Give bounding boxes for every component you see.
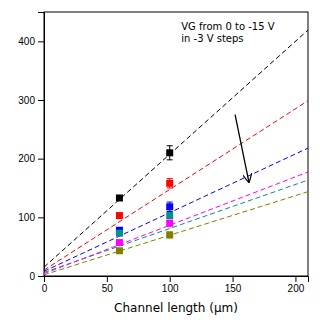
- y-tick: 400: [18, 36, 44, 47]
- y-tick-line: [38, 276, 44, 277]
- y-tick: 100: [18, 212, 44, 223]
- x-axis-title: Channel length (μm): [114, 301, 238, 315]
- point: [166, 212, 173, 219]
- y-tick-line: [38, 217, 44, 218]
- y-tick-label: 400: [18, 36, 35, 47]
- x-tick-line: [170, 276, 171, 282]
- x-tick-label: 0: [42, 283, 48, 294]
- y-tick: 300: [18, 95, 44, 106]
- x-tick-line: [295, 276, 296, 282]
- y-axis: 0 100 200 300 400: [18, 13, 44, 282]
- fit-line: [44, 172, 308, 274]
- y-tick-label: 200: [18, 153, 35, 164]
- error-bar: [167, 202, 173, 211]
- annotation: VG from 0 to -15 V: [181, 21, 274, 32]
- x-tick: 150: [225, 276, 242, 294]
- y-tick: 200: [18, 153, 44, 164]
- point: [116, 194, 123, 201]
- x-axis: 0 50 100 150 200: [42, 276, 309, 294]
- error-bar: [167, 232, 173, 238]
- error-bar: [167, 146, 173, 160]
- y-tick-label: 300: [18, 95, 35, 106]
- chart: 0 50 100 150 200 0 100 200 300 400 VG from 0 to -1…: [0, 0, 320, 320]
- point: [166, 203, 173, 210]
- point: [116, 230, 123, 237]
- error-bar: [167, 220, 173, 226]
- y-tick-line: [38, 41, 44, 42]
- annotation: in -3 V steps: [181, 33, 243, 44]
- fit-line: [44, 192, 308, 275]
- error-bar-cap: [167, 178, 173, 179]
- arrow: [235, 115, 249, 182]
- point: [166, 231, 173, 238]
- x-tick-label: 200: [288, 283, 305, 294]
- x-tick-label: 100: [162, 283, 179, 294]
- error-bar-cap: [167, 159, 173, 160]
- marks: [44, 30, 308, 275]
- x-tick: 100: [162, 276, 179, 294]
- y-axis-line: [38, 13, 45, 277]
- y-tick-line: [38, 159, 44, 160]
- point: [166, 180, 173, 187]
- fit-line: [44, 101, 308, 270]
- fit-line: [44, 30, 308, 267]
- point: [166, 149, 173, 156]
- point: [116, 212, 123, 219]
- x-tick: 0: [42, 276, 48, 294]
- x-tick-label: 150: [225, 283, 242, 294]
- x-tick-line: [107, 276, 108, 282]
- x-tick: 200: [288, 276, 305, 294]
- error-bar-cap: [167, 145, 173, 146]
- y-tick-label: 0: [29, 271, 35, 282]
- frame: [44, 12, 308, 276]
- y-tick: 0: [29, 271, 44, 282]
- y-tick-line: [38, 100, 44, 101]
- x-tick: 50: [102, 276, 114, 294]
- error-bar-cap: [167, 188, 173, 189]
- error-bar-cap: [167, 211, 173, 212]
- x-axis-line: [45, 277, 309, 283]
- plot: 0 50 100 150 200 0 100 200 300 400 VG from 0 to -1…: [18, 12, 308, 294]
- fit-line: [44, 148, 308, 271]
- point: [116, 247, 123, 254]
- error-bar-cap: [167, 202, 173, 203]
- point: [166, 220, 173, 227]
- x-tick-label: 50: [102, 283, 114, 294]
- error-bar: [167, 179, 173, 188]
- error-bar: [167, 213, 173, 219]
- x-tick-line: [233, 276, 234, 282]
- point: [116, 239, 123, 246]
- y-tick-label: 100: [18, 212, 35, 223]
